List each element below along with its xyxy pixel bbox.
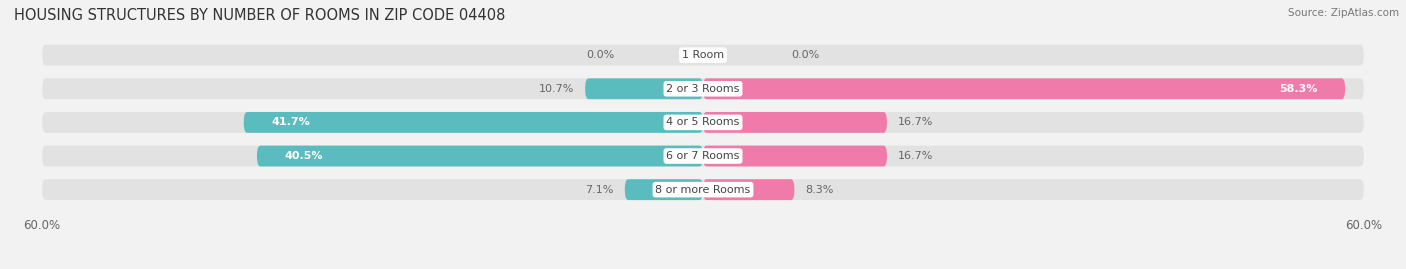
Text: 10.7%: 10.7% [538,84,574,94]
FancyBboxPatch shape [257,146,703,167]
Text: 16.7%: 16.7% [898,151,934,161]
FancyBboxPatch shape [585,78,703,99]
Text: 4 or 5 Rooms: 4 or 5 Rooms [666,117,740,128]
FancyBboxPatch shape [42,179,1364,200]
Text: 40.5%: 40.5% [284,151,323,161]
Text: 2 or 3 Rooms: 2 or 3 Rooms [666,84,740,94]
FancyBboxPatch shape [42,45,1364,66]
Text: 16.7%: 16.7% [898,117,934,128]
Text: 7.1%: 7.1% [585,185,614,195]
Text: 41.7%: 41.7% [271,117,309,128]
FancyBboxPatch shape [42,78,1364,99]
FancyBboxPatch shape [243,112,703,133]
FancyBboxPatch shape [42,112,1364,133]
Text: 58.3%: 58.3% [1279,84,1317,94]
FancyBboxPatch shape [703,112,887,133]
Text: 8 or more Rooms: 8 or more Rooms [655,185,751,195]
FancyBboxPatch shape [703,146,887,167]
Text: Source: ZipAtlas.com: Source: ZipAtlas.com [1288,8,1399,18]
Text: 8.3%: 8.3% [806,185,834,195]
Text: HOUSING STRUCTURES BY NUMBER OF ROOMS IN ZIP CODE 04408: HOUSING STRUCTURES BY NUMBER OF ROOMS IN… [14,8,505,23]
FancyBboxPatch shape [703,78,1346,99]
Text: 1 Room: 1 Room [682,50,724,60]
FancyBboxPatch shape [42,146,1364,167]
FancyBboxPatch shape [703,179,794,200]
Text: 6 or 7 Rooms: 6 or 7 Rooms [666,151,740,161]
Text: 0.0%: 0.0% [586,50,614,60]
FancyBboxPatch shape [624,179,703,200]
Text: 0.0%: 0.0% [792,50,820,60]
